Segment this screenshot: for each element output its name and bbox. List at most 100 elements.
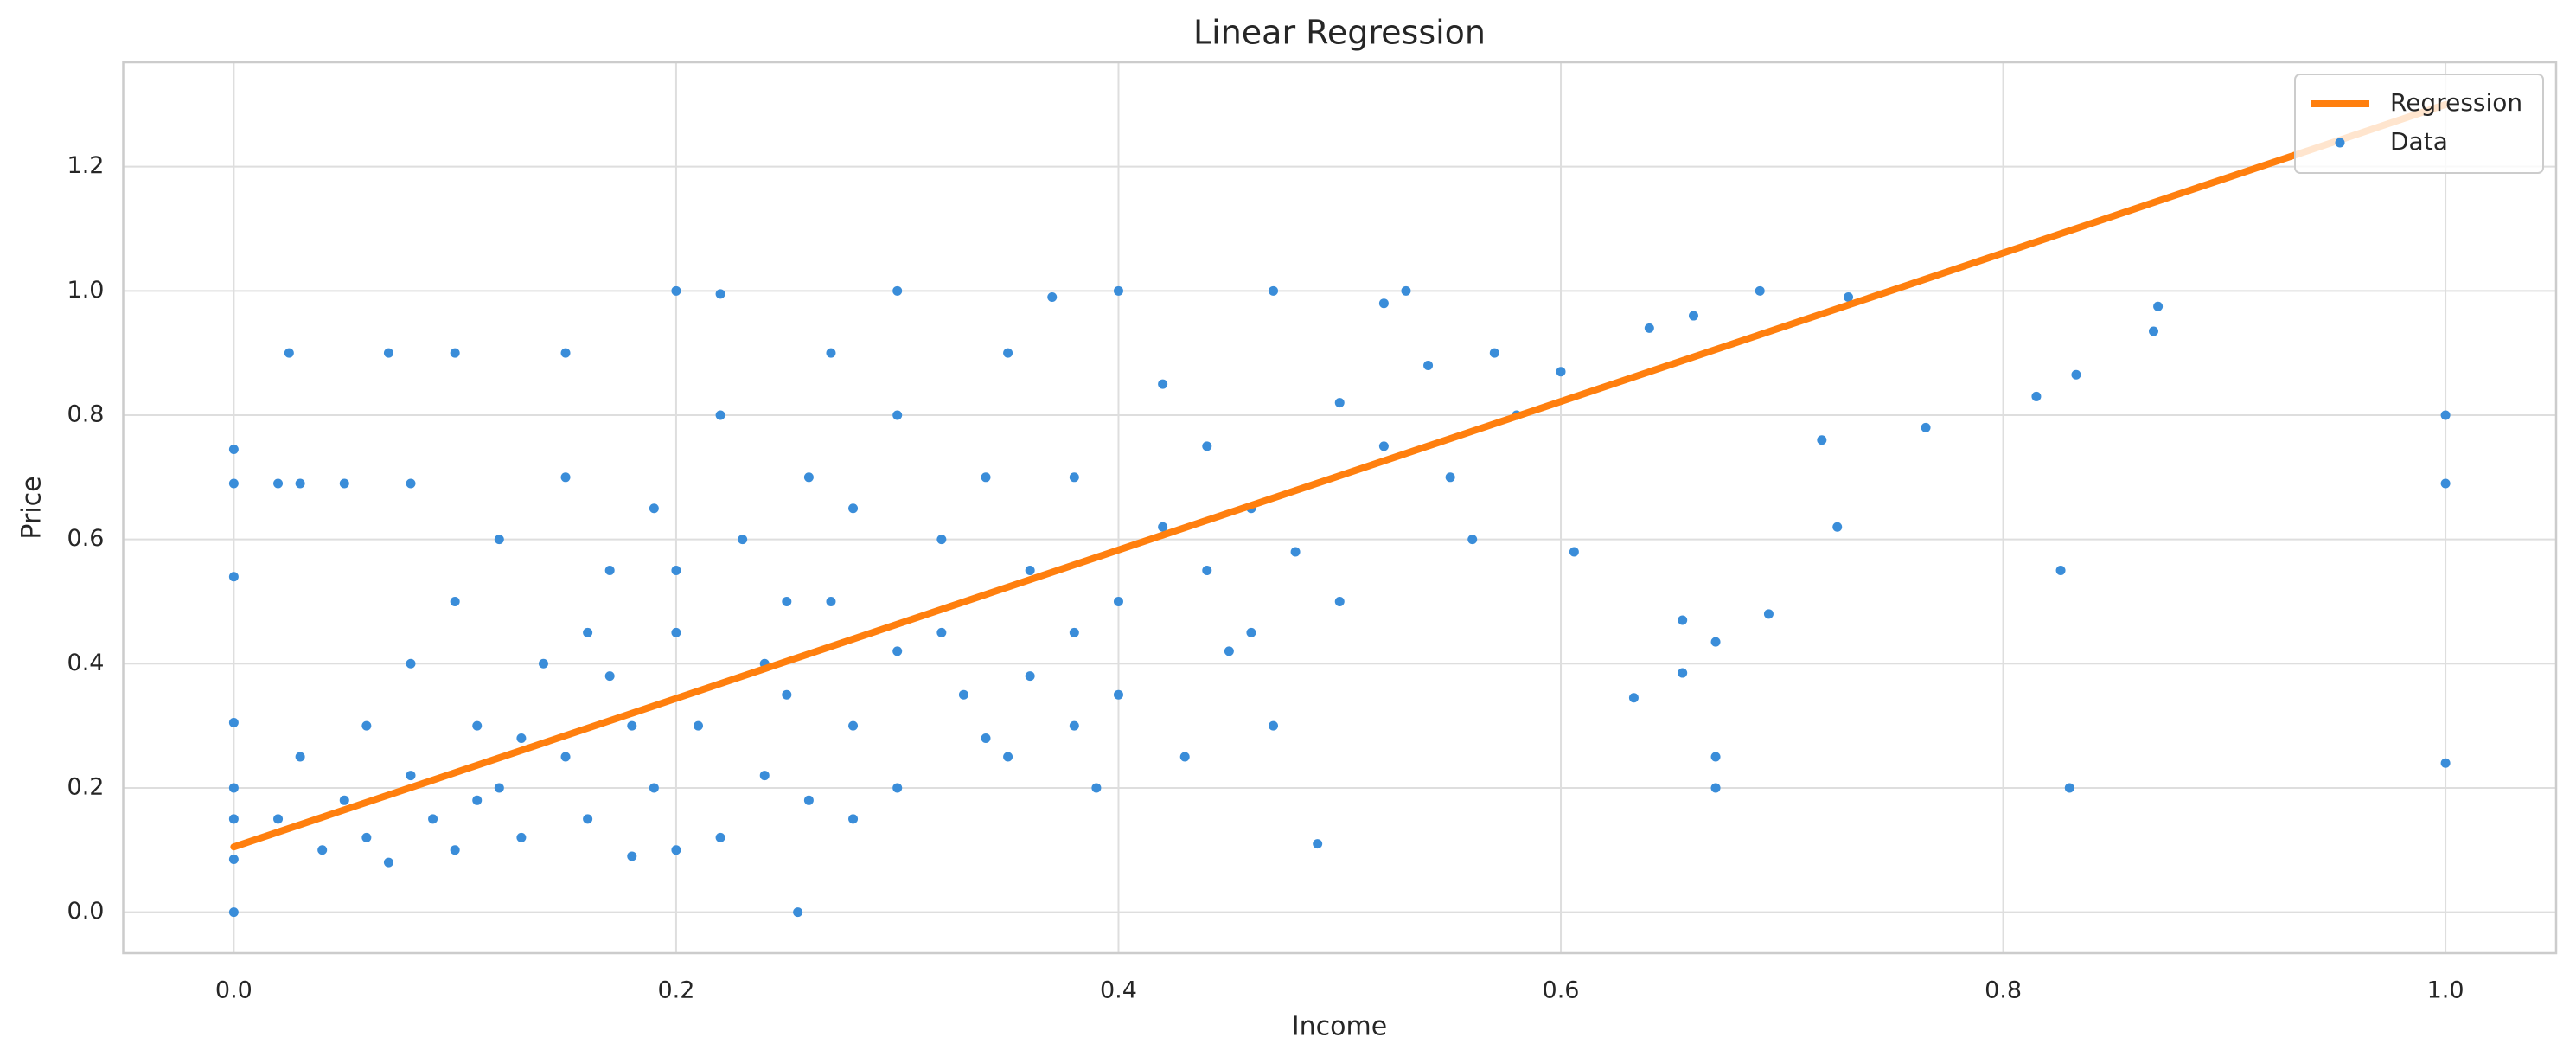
data-point: [848, 814, 859, 824]
data-point: [1179, 752, 1190, 762]
data-point: [1158, 522, 1168, 532]
data-point: [1313, 839, 1323, 849]
data-point: [1113, 285, 1123, 296]
y-tick-label: 1.2: [67, 152, 105, 179]
data-point: [406, 658, 416, 669]
data-point: [604, 671, 615, 682]
data-point: [848, 503, 859, 514]
data-point: [1025, 566, 1035, 576]
data-point: [649, 503, 659, 514]
data-point: [295, 752, 305, 762]
data-point: [1003, 752, 1013, 762]
data-point: [2440, 758, 2451, 768]
y-axis-label: Price: [17, 476, 48, 539]
data-point: [958, 689, 968, 700]
data-point: [1334, 596, 1345, 606]
data-point: [583, 814, 593, 824]
data-point: [472, 720, 483, 731]
data-point: [2071, 369, 2081, 380]
y-tick-label: 0.0: [67, 898, 105, 925]
data-point: [671, 845, 681, 855]
data-point: [273, 478, 284, 489]
data-point: [406, 478, 416, 489]
x-tick-label: 0.0: [215, 977, 252, 1004]
data-point: [1113, 689, 1123, 700]
data-point: [450, 348, 460, 358]
data-point: [228, 907, 239, 918]
data-point: [2440, 478, 2451, 489]
scatter-points: [228, 285, 2451, 918]
data-point: [428, 814, 438, 824]
y-tick-label: 0.8: [67, 400, 105, 427]
data-point: [1489, 348, 1499, 358]
data-point: [228, 572, 239, 582]
data-point: [2055, 566, 2066, 576]
data-point: [273, 814, 284, 824]
y-tick-label: 0.4: [67, 650, 105, 676]
data-point: [1224, 646, 1234, 656]
data-point: [981, 733, 991, 743]
data-point: [1378, 441, 1389, 451]
data-point: [892, 285, 903, 296]
data-point: [1423, 361, 1434, 371]
data-point: [361, 720, 372, 731]
data-point: [516, 832, 527, 842]
data-point: [228, 814, 239, 824]
data-point: [1467, 535, 1478, 545]
x-tick-label: 0.6: [1543, 977, 1580, 1004]
data-point: [1290, 547, 1301, 557]
data-point: [803, 472, 814, 483]
data-point: [1921, 422, 1931, 432]
data-point: [738, 535, 748, 545]
data-point: [627, 720, 637, 731]
data-point: [1378, 298, 1389, 309]
data-point: [284, 348, 294, 358]
data-point: [2148, 326, 2158, 336]
data-point: [1569, 547, 1579, 557]
x-tick-label: 0.4: [1100, 977, 1137, 1004]
data-point: [649, 783, 659, 793]
regression-line: [230, 100, 2450, 851]
legend-box: [2294, 74, 2544, 174]
data-point: [793, 907, 803, 918]
data-point: [671, 566, 681, 576]
data-point: [1445, 472, 1455, 483]
data-point: [1832, 522, 1843, 532]
data-point: [295, 478, 305, 489]
data-point: [1202, 566, 1212, 576]
x-axis-label: Income: [1292, 1012, 1387, 1042]
data-point: [228, 444, 239, 454]
data-point: [1763, 609, 1774, 619]
data-point: [848, 720, 859, 731]
data-point: [583, 627, 593, 637]
data-point: [671, 627, 681, 637]
data-point: [560, 472, 571, 483]
data-point: [782, 596, 792, 606]
data-point: [1047, 292, 1058, 303]
x-tick-label: 1.0: [2427, 977, 2464, 1004]
data-point: [2440, 410, 2451, 420]
data-point: [1069, 720, 1079, 731]
data-point: [339, 478, 349, 489]
data-point: [2153, 301, 2164, 311]
data-point: [715, 410, 725, 420]
legend: Regression Data: [2294, 74, 2544, 174]
y-tick-label: 0.2: [67, 773, 105, 800]
data-point: [560, 348, 571, 358]
data-point: [936, 535, 947, 545]
data-point: [803, 795, 814, 805]
data-point: [1158, 379, 1168, 389]
data-point: [450, 596, 460, 606]
data-point: [1091, 783, 1102, 793]
data-point: [627, 851, 637, 861]
data-point: [361, 832, 372, 842]
data-point: [2064, 783, 2074, 793]
data-point: [826, 596, 836, 606]
chart-title: Linear Regression: [1193, 14, 1486, 52]
data-point: [1269, 285, 1279, 296]
data-point: [1678, 668, 1688, 678]
data-point: [406, 771, 416, 781]
data-point: [1710, 637, 1721, 647]
data-point: [1401, 285, 1411, 296]
